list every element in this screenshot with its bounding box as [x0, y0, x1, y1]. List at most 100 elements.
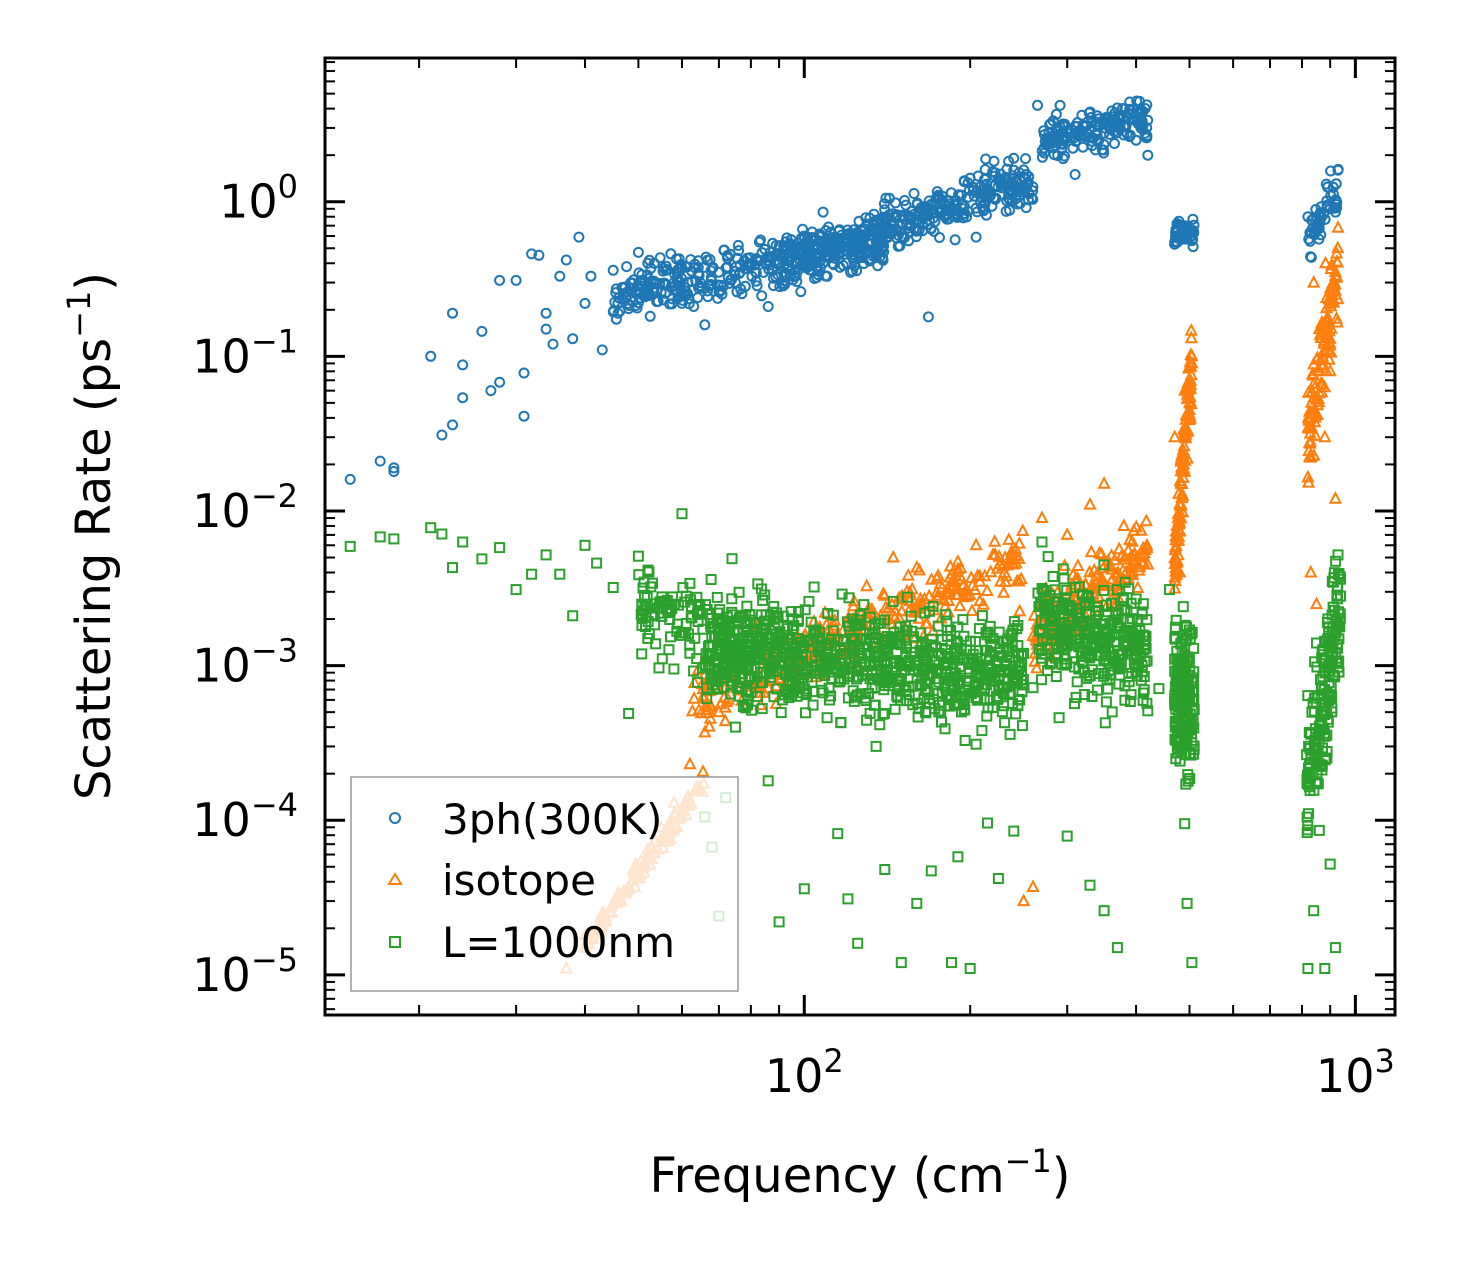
- boundary-point: [752, 691, 764, 703]
- boundary-point: [1117, 648, 1129, 660]
- isotope-point: [1125, 534, 1139, 547]
- boundary-point: [1319, 963, 1331, 974]
- boundary-point: [1330, 626, 1342, 638]
- boundary-point: [930, 665, 942, 677]
- boundary-point: [579, 539, 591, 551]
- isotope-point: [1092, 545, 1107, 559]
- boundary-point: [705, 670, 717, 682]
- 3ph-point: [388, 462, 400, 474]
- boundary-point: [807, 699, 819, 711]
- 3ph-point: [894, 240, 906, 252]
- boundary-point: [638, 576, 650, 588]
- boundary-point: [1313, 736, 1325, 748]
- 3ph-point: [554, 270, 566, 282]
- boundary-point: [718, 669, 729, 680]
- isotope-point: [969, 537, 983, 551]
- 3ph-point: [518, 410, 530, 422]
- boundary-point: [425, 522, 437, 534]
- boundary-point: [940, 609, 952, 621]
- 3ph-point: [903, 220, 915, 232]
- 3ph-point: [953, 189, 964, 201]
- boundary-point: [875, 663, 887, 675]
- isotope-point: [951, 561, 965, 575]
- boundary-point: [786, 671, 798, 682]
- 3ph-point: [1105, 120, 1117, 132]
- isotope-point: [1012, 535, 1026, 549]
- boundary-point: [817, 687, 829, 699]
- boundary-point: [768, 691, 780, 703]
- boundary-point: [843, 667, 855, 679]
- boundary-point: [436, 528, 448, 540]
- boundary-point: [771, 683, 783, 695]
- boundary-point: [756, 583, 767, 595]
- boundary-point: [1058, 573, 1070, 585]
- boundary-point: [591, 557, 603, 569]
- 3ph-point: [610, 287, 622, 299]
- 3ph-point: [958, 176, 970, 188]
- boundary-point: [729, 721, 741, 733]
- boundary-point: [920, 644, 932, 656]
- 3ph-point: [1106, 105, 1118, 117]
- boundary-point: [963, 667, 975, 679]
- boundary-point: [1011, 666, 1023, 677]
- isotope-point: [1319, 318, 1333, 332]
- 3ph-point: [736, 288, 748, 300]
- boundary-point: [1329, 942, 1341, 954]
- 3ph-point: [945, 187, 957, 199]
- boundary-point: [1098, 905, 1110, 917]
- isotope-point: [970, 568, 985, 581]
- boundary-point: [1181, 630, 1193, 642]
- 3ph-point: [1184, 228, 1195, 240]
- 3ph-point: [655, 286, 667, 298]
- isotope-point: [910, 559, 924, 573]
- boundary-point: [1053, 642, 1065, 654]
- boundary-point: [1102, 628, 1114, 640]
- 3ph-point: [980, 209, 992, 221]
- 3ph-point: [889, 210, 901, 222]
- 3ph-point: [762, 301, 774, 312]
- 3ph-point: [1174, 230, 1186, 242]
- boundary-point: [979, 644, 991, 656]
- boundary-point: [973, 623, 985, 635]
- isotope-point: [1310, 350, 1325, 363]
- boundary-point: [809, 650, 821, 662]
- 3ph-point: [1045, 133, 1056, 145]
- isotope-point: [1319, 300, 1334, 314]
- boundary-point: [1086, 691, 1098, 702]
- boundary-point: [1053, 712, 1065, 724]
- boundary-point: [742, 664, 754, 676]
- 3ph-point: [1019, 172, 1031, 184]
- boundary-point: [772, 611, 784, 623]
- isotope-point: [1007, 556, 1021, 570]
- boundary-point: [740, 702, 752, 714]
- boundary-point: [889, 703, 901, 715]
- isotope-point: [1184, 323, 1198, 336]
- boundary-point: [476, 553, 488, 565]
- boundary-point: [1316, 682, 1328, 694]
- boundary-point: [996, 706, 1008, 718]
- boundary-point: [959, 735, 971, 746]
- isotope-point: [1312, 321, 1326, 335]
- boundary-point: [1018, 647, 1030, 659]
- 3ph-point: [1112, 119, 1124, 131]
- isotope-point: [1309, 596, 1324, 610]
- boundary-point: [689, 632, 701, 644]
- boundary-point: [844, 657, 856, 668]
- isotope-point: [703, 711, 718, 724]
- isotope-point: [1128, 552, 1143, 565]
- boundary-point: [958, 694, 970, 706]
- 3ph-point: [533, 249, 545, 261]
- boundary-point: [761, 643, 773, 655]
- 3ph-point: [639, 276, 651, 288]
- 3ph-point: [675, 262, 687, 274]
- boundary-point: [653, 662, 665, 674]
- boundary-point: [1047, 571, 1059, 582]
- boundary-point: [856, 633, 868, 645]
- isotope-point: [1171, 532, 1186, 546]
- 3ph-point: [540, 323, 552, 335]
- 3ph-point: [673, 253, 685, 265]
- boundary-point: [827, 625, 839, 637]
- isotope-point: [941, 586, 956, 600]
- boundary-point: [729, 635, 741, 647]
- boundary-point: [905, 610, 917, 622]
